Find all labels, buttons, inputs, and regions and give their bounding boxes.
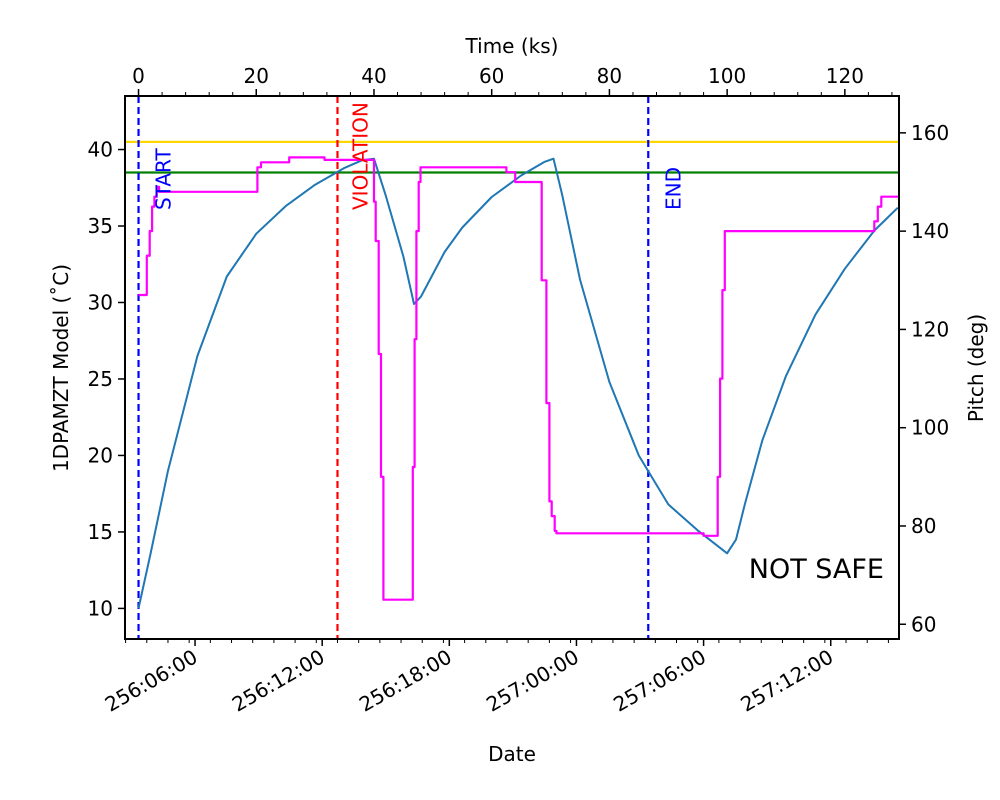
marker-label-end: END xyxy=(661,167,685,210)
right-tick-label: 120 xyxy=(911,317,949,341)
bottom-tick-label: 256:18:00 xyxy=(355,645,456,717)
top-axis-title: Time (ks) xyxy=(465,34,559,58)
marker-label-violation: VIOLATION xyxy=(348,102,372,210)
right-tick-label: 80 xyxy=(911,514,936,538)
left-tick-label: 10 xyxy=(88,596,113,620)
plot-frame xyxy=(124,95,900,640)
top-tick-label: 40 xyxy=(361,64,386,88)
left-tick-label: 30 xyxy=(88,290,113,314)
top-tick-label: 80 xyxy=(597,64,622,88)
bottom-tick-label: 256:12:00 xyxy=(228,645,329,717)
top-tick-label: 100 xyxy=(708,64,746,88)
left-tick-label: 25 xyxy=(88,367,113,391)
bottom-axis-title: Date xyxy=(488,742,536,766)
bottom-tick-label: 257:12:00 xyxy=(736,645,837,717)
bottom-tick-label: 256:06:00 xyxy=(101,645,202,717)
top-tick-label: 0 xyxy=(132,64,145,88)
temperature-line xyxy=(137,157,899,609)
right-tick-label: 160 xyxy=(911,121,949,145)
left-tick-label: 35 xyxy=(88,214,113,238)
status-label: NOT SAFE xyxy=(749,554,884,585)
right-tick-label: 140 xyxy=(911,219,949,243)
top-tick-label: 20 xyxy=(244,64,269,88)
left-tick-label: 20 xyxy=(88,443,113,467)
top-tick-label: 120 xyxy=(826,64,864,88)
left-axis-title: 1DPAMZT Model (˚C) xyxy=(49,264,73,472)
bottom-tick-label: 257:00:00 xyxy=(482,645,583,717)
axes: 10 15 20 25 30 35 40 60 80 100 120 140 160 0 20 40 60 80 1… xyxy=(88,64,950,717)
marker-label-start: START xyxy=(152,148,176,210)
bottom-tick-label: 257:06:00 xyxy=(609,645,710,717)
top-tick-label: 60 xyxy=(479,64,504,88)
left-tick-label: 15 xyxy=(88,520,113,544)
right-axis-title: Pitch (deg) xyxy=(964,314,988,422)
right-tick-label: 60 xyxy=(911,612,936,636)
left-tick-label: 40 xyxy=(88,138,113,162)
plot-area xyxy=(125,96,899,639)
right-tick-label: 100 xyxy=(911,416,949,440)
pitch-line xyxy=(138,156,899,601)
